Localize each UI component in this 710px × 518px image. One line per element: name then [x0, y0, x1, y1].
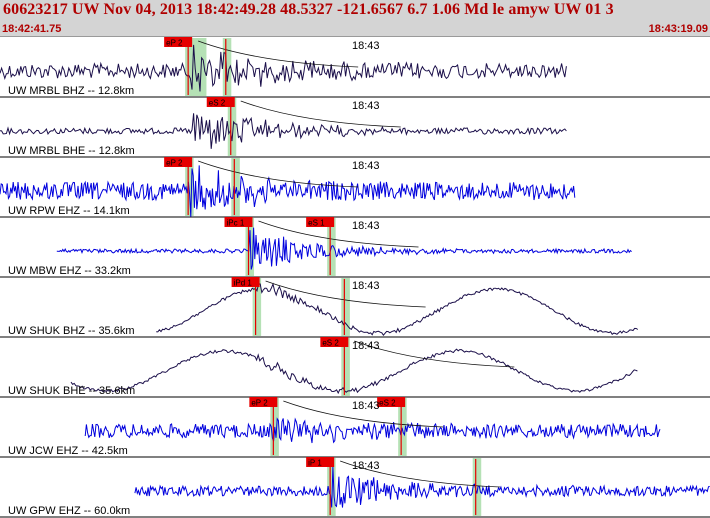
- trace-panel[interactable]: iPd 1 18:43 UW SHUK BHZ -- 35.6km: [0, 277, 710, 338]
- pick-flag[interactable]: [306, 217, 335, 227]
- trace-panel[interactable]: eS 2 18:43 UW MRBL BHE -- 12.8km: [0, 97, 710, 158]
- pick-label[interactable]: eP 2: [166, 39, 183, 48]
- seismogram-panels[interactable]: eP 2 18:43 UW MRBL BHZ -- 12.8km eS 2 18:43 U…: [0, 37, 710, 518]
- waveform-trace[interactable]: [156, 282, 639, 337]
- trace-panel[interactable]: iPc 1 eS 1 18:43 UW MBW EHZ -- 33.2km: [0, 217, 710, 278]
- pick-flag[interactable]: [249, 397, 278, 407]
- window-start-time: 18:42:41.75: [2, 23, 62, 35]
- pick-label[interactable]: iPd 1: [234, 279, 253, 288]
- pick-label[interactable]: eS 2: [379, 399, 396, 408]
- travel-time-curve: [265, 280, 426, 308]
- travel-time-curve: [198, 160, 359, 188]
- pick-window: [222, 38, 232, 96]
- pick-window: [341, 338, 350, 396]
- waveform-trace[interactable]: [56, 227, 632, 270]
- channel-label: UW GPW EHZ -- 60.0km: [8, 505, 130, 517]
- pick-flag[interactable]: [231, 277, 260, 287]
- time-marker: 18:43: [352, 280, 380, 292]
- pick-window: [252, 278, 262, 336]
- channel-label: UW MBW EHZ -- 33.2km: [8, 265, 131, 277]
- time-marker: 18:43: [352, 460, 380, 472]
- pick-flag[interactable]: [224, 217, 253, 227]
- trace-panel[interactable]: iP 1 18:43 UW GPW EHZ -- 60.0km: [0, 457, 710, 518]
- event-header: 60623217 UW Nov 04, 2013 18:42:49.28 48.…: [0, 0, 710, 37]
- time-marker: 18:43: [352, 220, 380, 232]
- pick-flag[interactable]: [164, 37, 193, 47]
- travel-time-curve: [258, 220, 419, 248]
- trace-panel[interactable]: eP 2 eS 218:43 UW JCW EHZ -- 42.5km: [0, 397, 710, 458]
- pick-window: [341, 278, 350, 336]
- pick-label[interactable]: eS 2: [209, 99, 226, 108]
- pick-label[interactable]: eS 1: [308, 219, 325, 228]
- travel-time-curve: [340, 460, 501, 488]
- pick-window: [227, 98, 237, 156]
- travel-time-curve: [240, 100, 401, 128]
- time-marker: 18:43: [352, 40, 380, 52]
- time-marker: 18:43: [352, 340, 380, 352]
- time-marker: 18:43: [352, 400, 380, 412]
- pick-label[interactable]: iPc 1: [227, 219, 245, 228]
- waveform-trace[interactable]: [70, 348, 638, 395]
- travel-time-curve: [354, 340, 515, 368]
- channel-label: UW RPW EHZ -- 14.1km: [8, 205, 130, 217]
- pick-flag[interactable]: [377, 397, 406, 407]
- window-end-time: 18:43:19.09: [648, 23, 708, 35]
- travel-time-curve: [198, 40, 359, 68]
- pick-window: [231, 158, 240, 216]
- channel-label: UW SHUK BHZ -- 35.6km: [8, 325, 135, 337]
- waveform-trace[interactable]: [0, 44, 567, 92]
- waveform-trace[interactable]: [134, 466, 710, 508]
- trace-panel[interactable]: eP 2 18:43 UW RPW EHZ -- 14.1km: [0, 157, 710, 218]
- channel-label: UW MRBL BHZ -- 12.8km: [8, 85, 134, 97]
- trace-panel[interactable]: eP 2 18:43 UW MRBL BHZ -- 12.8km: [0, 37, 710, 98]
- channel-label: UW JCW EHZ -- 42.5km: [8, 445, 128, 457]
- pick-label[interactable]: eP 2: [166, 159, 183, 168]
- pick-window: [472, 458, 482, 516]
- travel-time-curve: [283, 400, 444, 428]
- event-summary: 60623217 UW Nov 04, 2013 18:42:49.28 48.…: [3, 1, 614, 18]
- pick-flag[interactable]: [320, 337, 349, 347]
- pick-window: [245, 218, 255, 276]
- time-marker: 18:43: [352, 100, 380, 112]
- pick-label[interactable]: eS 2: [322, 339, 339, 348]
- pick-flag[interactable]: [306, 457, 335, 467]
- channel-label: UW MRBL BHE -- 12.8km: [8, 145, 135, 157]
- trace-panel[interactable]: eS 2 18:43 UW SHUK BHE -- 35.6km: [0, 337, 710, 398]
- pick-flag[interactable]: [206, 97, 235, 107]
- waveform-trace[interactable]: [84, 417, 661, 444]
- waveform-trace[interactable]: [0, 165, 576, 217]
- time-marker: 18:43: [352, 160, 380, 172]
- pick-window: [185, 158, 194, 216]
- pick-label[interactable]: iP 1: [308, 459, 322, 468]
- pick-flag[interactable]: [164, 157, 193, 167]
- channel-label: UW SHUK BHE -- 35.6km: [8, 385, 135, 397]
- pick-window: [398, 398, 407, 456]
- pick-window: [327, 458, 336, 516]
- waveform-trace[interactable]: [0, 113, 567, 149]
- pick-label[interactable]: eP 2: [251, 399, 268, 408]
